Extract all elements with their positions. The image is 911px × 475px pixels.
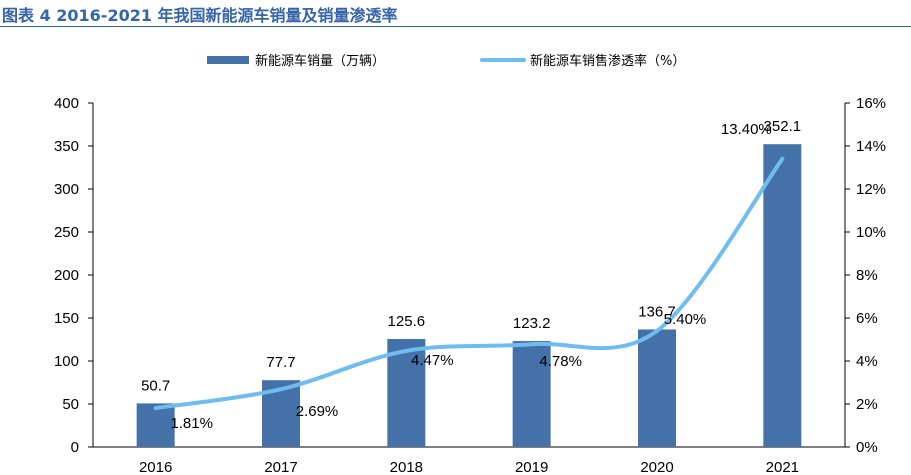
- bars: [136, 144, 802, 447]
- bar-value-labels: 50.7 77.7 125.6 123.2 136.7 352.1: [141, 118, 801, 394]
- bar-value-label: 136.7: [638, 303, 676, 320]
- x-tick-label: 2020: [640, 459, 673, 475]
- bar-2020: [638, 329, 676, 447]
- right-tick-label: 12%: [856, 181, 886, 198]
- left-tick-label: 400: [54, 95, 79, 112]
- right-tick-label: 6%: [856, 310, 878, 327]
- bar-value-label: 352.1: [764, 118, 802, 135]
- bar-value-label: 123.2: [513, 315, 551, 332]
- bar-value-label: 50.7: [141, 377, 170, 394]
- left-tick-label: 250: [54, 224, 79, 241]
- right-tick-label: 4%: [856, 353, 878, 370]
- legend-bar-swatch: [207, 56, 249, 64]
- x-tick-label: 2019: [515, 459, 548, 475]
- right-tick-label: 2%: [856, 396, 878, 413]
- bar-2016: [136, 403, 175, 447]
- left-tick-label: 150: [54, 310, 79, 327]
- left-tick-label: 0: [71, 439, 79, 456]
- line-value-label: 4.78%: [539, 353, 582, 370]
- right-tick-label: 10%: [856, 224, 886, 241]
- bar-value-label: 77.7: [266, 354, 295, 371]
- left-tick-label: 50: [62, 396, 79, 413]
- x-tick-label: 2021: [766, 459, 799, 475]
- right-axis: 0% 2% 4% 6% 8% 10% 12% 14% 16%: [844, 95, 886, 456]
- x-tick-label: 2016: [139, 459, 172, 475]
- x-axis-labels: 2016 2017 2018 2019 2020 2021: [139, 459, 799, 475]
- left-tick-label: 350: [54, 138, 79, 155]
- legend-bar-label: 新能源车销量（万辆）: [255, 53, 385, 69]
- line-value-label: 4.47%: [411, 352, 454, 369]
- penetration-line: [153, 156, 785, 411]
- figure-title: 图表 4 2016-2021 年我国新能源车销量及销量渗透率: [2, 6, 398, 25]
- right-tick-label: 0%: [856, 439, 878, 456]
- legend-line-label: 新能源车销售渗透率（%）: [530, 53, 685, 69]
- right-tick-label: 14%: [856, 138, 886, 155]
- x-tick-label: 2018: [390, 459, 423, 475]
- line-value-label: 13.40%: [721, 121, 772, 138]
- line-value-label: 2.69%: [296, 403, 339, 420]
- left-axis: 0 50 100 150 200 250 300 350 400: [54, 95, 94, 456]
- bar-2018: [387, 338, 426, 447]
- legend: 新能源车销量（万辆） 新能源车销售渗透率（%）: [207, 53, 685, 69]
- line-value-labels: 1.81% 2.69% 4.47% 4.78% 5.40% 13.40%: [170, 121, 771, 432]
- right-tick-label: 16%: [856, 95, 886, 112]
- bar-2019: [512, 341, 551, 447]
- left-tick-label: 100: [54, 353, 79, 370]
- left-axis-ticks: 0 50 100 150 200 250 300 350 400: [54, 95, 93, 456]
- right-axis-ticks: 0% 2% 4% 6% 8% 10% 12% 14% 16%: [845, 95, 886, 456]
- title-divider: [0, 26, 911, 27]
- line-value-label: 1.81%: [170, 415, 213, 432]
- bar-2021: [763, 144, 802, 447]
- left-tick-label: 200: [54, 267, 79, 284]
- left-tick-label: 300: [54, 181, 79, 198]
- right-tick-label: 8%: [856, 267, 878, 284]
- bar-value-label: 125.6: [388, 313, 426, 330]
- line-value-label: 5.40%: [664, 311, 707, 328]
- x-tick-label: 2017: [264, 459, 297, 475]
